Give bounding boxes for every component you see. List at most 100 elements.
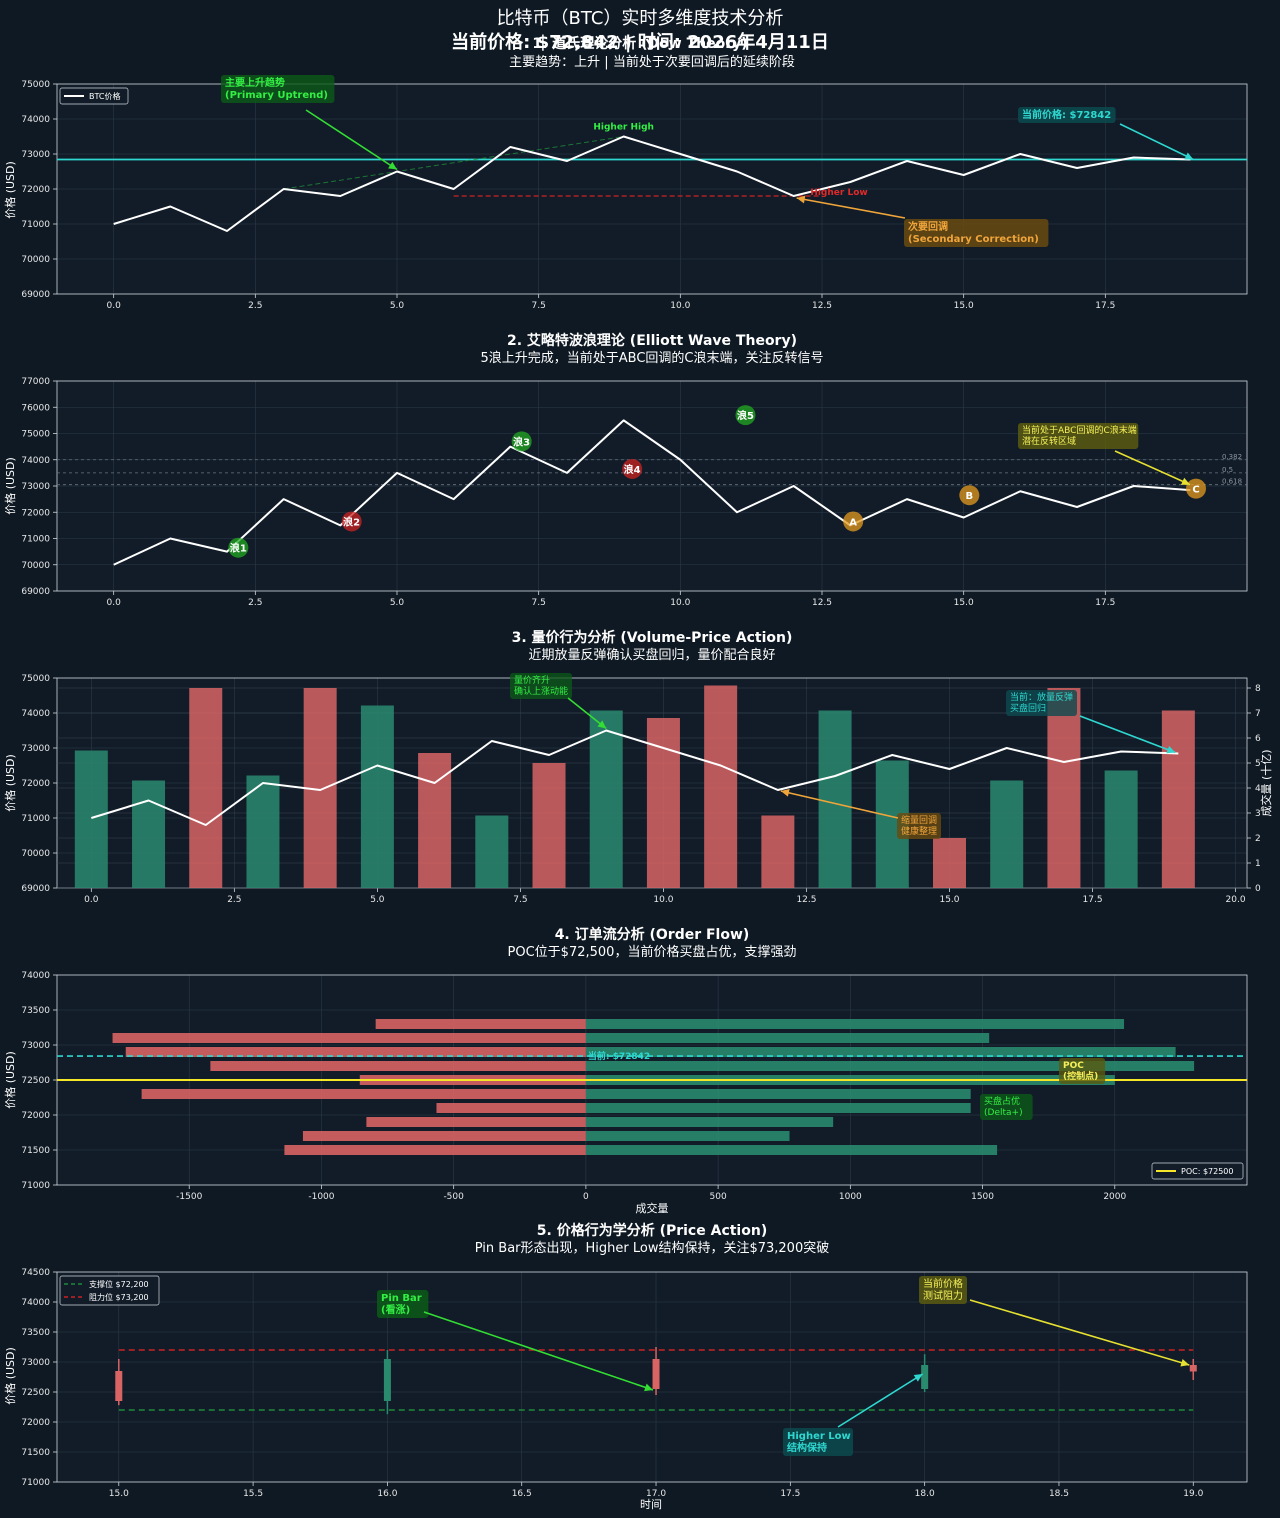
y-tick-label: 71000 [21, 535, 50, 545]
y-right-tick-label: 6 [1255, 734, 1261, 744]
y-tick-label: 74500 [21, 1268, 50, 1278]
pinbar-arrow [423, 1311, 654, 1391]
panel4-subtitle: POC位于$72,500，当前价格买盘占优，支撑强劲 [508, 944, 797, 960]
y-right-tick-label: 8 [1255, 684, 1261, 694]
panel3-ylabel-right: 成交量 (十亿) [1259, 749, 1273, 816]
x-tick-label: 7.5 [513, 895, 527, 905]
price-line [113, 419, 1191, 566]
y-tick-label: 73000 [21, 744, 50, 754]
x-tick-label: 5.0 [390, 598, 405, 608]
volume-price-panel: 3. 量价行为分析 (Volume-Price Action) 近期放量反弹确认… [3, 629, 1273, 905]
plot-area [57, 1272, 1247, 1482]
x-tick-label: 0 [583, 1192, 589, 1202]
y-right-tick-label: 1 [1255, 859, 1261, 869]
fib-level-label: 0.5 [1222, 466, 1233, 474]
x-tick-label: 18.5 [1049, 1489, 1069, 1499]
y-tick-label: 70000 [21, 849, 50, 859]
panel5-ylabel: 价格 (USD) [3, 1347, 17, 1405]
poc-label-box [1059, 1058, 1106, 1084]
higher-low-label: Higher Low [810, 188, 867, 198]
pinbar-label: Pin Bar (看涨) [381, 1293, 422, 1316]
pinbar-label-box [377, 1290, 429, 1318]
panel4-title: 4. 订单流分析 (Order Flow) [555, 926, 750, 943]
panel5-marks: 支撑位 $72,200 阻力位 $73,200 Pin Bar (看涨) 当前价格测试阻… [59, 1275, 1197, 1456]
x-tick-label: 1000 [839, 1192, 862, 1202]
volume-bar [475, 815, 509, 888]
volume-bar [1161, 710, 1195, 888]
wave-marker [622, 458, 643, 479]
panel1-marks: BTC价格 主要上升趋势(Primary Uptrend) Higher High H… [57, 75, 1247, 247]
sell-bar [141, 1089, 586, 1099]
y-tick-label: 71000 [21, 220, 50, 230]
panel2-marks: 0.382 0.5 0.618 浪1 浪2 浪3 浪4 浪5 A B C 当前处于ABC回调的C浪末端… [57, 405, 1247, 566]
pullback-annotation-box [897, 813, 941, 839]
volume-bar [990, 780, 1024, 888]
c-wave-annotation-box [1018, 423, 1139, 449]
x-tick-label: 7.5 [532, 301, 546, 311]
volume-up-arrow-head [597, 720, 607, 729]
buy-bar [585, 1033, 990, 1043]
y-tick-label: 72500 [21, 1388, 50, 1398]
panel2-axes: 0.0 2.5 5.0 7.5 10.0 12.5 15.0 17.5 69000 70000 71… [21, 377, 1248, 608]
volume-up-annotation: 量价齐升确认上涨动能 [514, 674, 568, 697]
buy-bar [585, 1145, 998, 1155]
correction-label-box [904, 219, 1049, 247]
testing-resistance-arrow [969, 1299, 1190, 1366]
y-tick-label: 72500 [21, 1076, 50, 1086]
current-arrow-head [1166, 745, 1176, 754]
legend-label: POC: $72500 [1181, 1167, 1233, 1176]
sell-bar [436, 1103, 586, 1113]
correction-label: 次要回调(Secondary Correction) [908, 220, 1039, 245]
correction-arrow-head [796, 195, 806, 204]
x-tick-label: 17.5 [1095, 598, 1115, 608]
x-tick-label: -1000 [308, 1192, 334, 1202]
volume-bar [132, 780, 166, 888]
volume-bar [189, 688, 223, 888]
wave-label: 浪3 [513, 435, 530, 448]
volume-up-annotation-box [510, 673, 572, 699]
y-tick-label: 72000 [21, 779, 50, 789]
y-tick-label: 70000 [21, 561, 50, 571]
panel5-title: 5. 价格行为学分析 (Price Action) [537, 1222, 767, 1239]
panel3-subtitle: 近期放量反弹确认买盘回归，量价配合良好 [528, 647, 775, 663]
wave-marker [341, 511, 362, 532]
fib-level-label: 0.382 [1222, 453, 1242, 461]
wave-marker [1186, 478, 1206, 499]
panel4-axes: -1500 -1000 -500 0 500 1000 1500 2000 71000 71500… [21, 971, 1248, 1202]
volume-bar [933, 838, 966, 888]
panel5-xlabel: 时间 [640, 1498, 662, 1511]
buy-bar [585, 1117, 834, 1127]
testing-resistance-label-box [919, 1276, 967, 1304]
buy-bar [585, 1089, 971, 1099]
wave-label: A [849, 517, 857, 528]
current-annotation-box [1006, 690, 1077, 716]
y-tick-label: 71500 [21, 1146, 50, 1156]
panel3-ylabel: 价格 (USD) [3, 754, 17, 812]
pullback-arrow-head [780, 789, 790, 797]
panel1-title: 1. 道氏理论分析 (Dow Theory) [532, 35, 747, 52]
volume-bar [704, 685, 738, 888]
buy-bar [585, 1019, 1125, 1029]
y-tick-label: 73000 [21, 150, 50, 160]
y-tick-label: 75000 [21, 80, 50, 90]
x-tick-label: 19.0 [1183, 1489, 1203, 1499]
y-tick-label: 72000 [21, 1418, 50, 1428]
current-price-label: 当前价格: $72842 [1022, 108, 1111, 121]
wave-label: B [966, 491, 974, 502]
pullback-annotation: 缩量回调健康整理 [901, 814, 937, 837]
x-tick-label: -500 [443, 1192, 464, 1202]
y-tick-label: 73000 [21, 1358, 50, 1368]
panel4-ylabel: 价格 (USD) [3, 1051, 17, 1109]
plot-frame [56, 1271, 1248, 1483]
c-wave-arrow [1114, 450, 1191, 486]
y-tick-label: 70000 [21, 255, 50, 265]
panel2-title: 2. 艾略特波浪理论 (Elliott Wave Theory) [507, 332, 797, 349]
wave-marker [735, 405, 756, 426]
candle-body [383, 1359, 391, 1401]
y-right-tick-label: 5 [1255, 759, 1261, 769]
buy-bar [585, 1131, 790, 1141]
x-tick-label: 15.0 [954, 598, 974, 608]
current-price-arrow-head [1184, 152, 1194, 160]
x-tick-label: 0.0 [107, 598, 122, 608]
